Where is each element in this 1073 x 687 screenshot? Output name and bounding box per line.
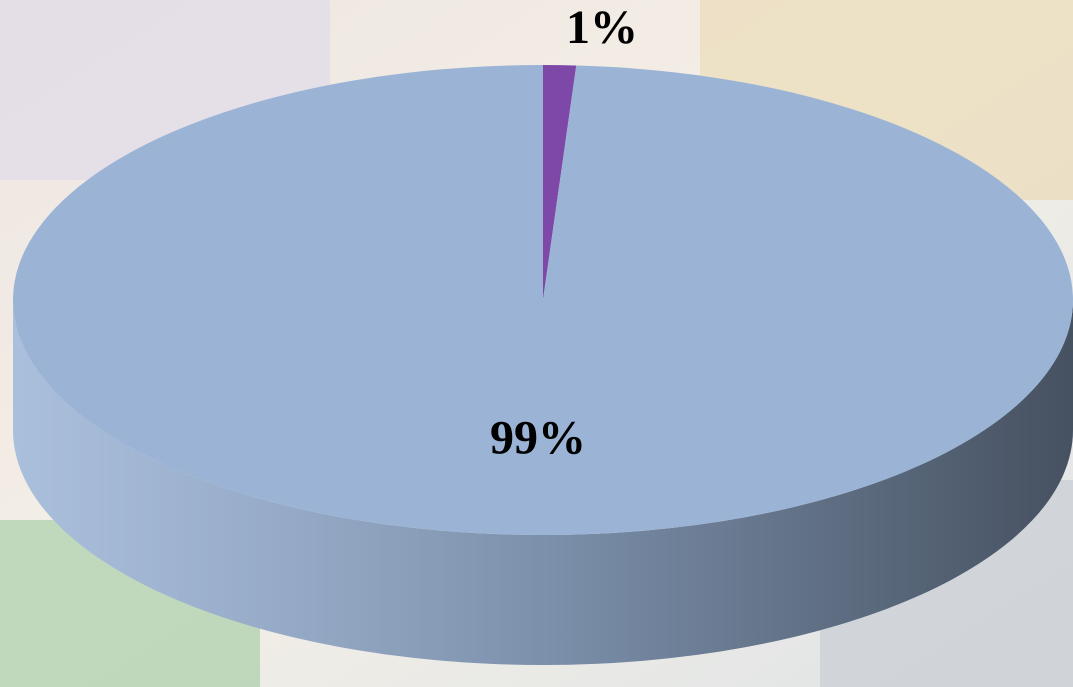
data-label: 1% (566, 1, 638, 54)
chart: 1% 99% (0, 0, 1073, 687)
data-label: 99% (490, 411, 586, 464)
slice (13, 65, 1073, 535)
page: 1%99% (() => { const data = JSON.parse(d… (0, 0, 1073, 687)
